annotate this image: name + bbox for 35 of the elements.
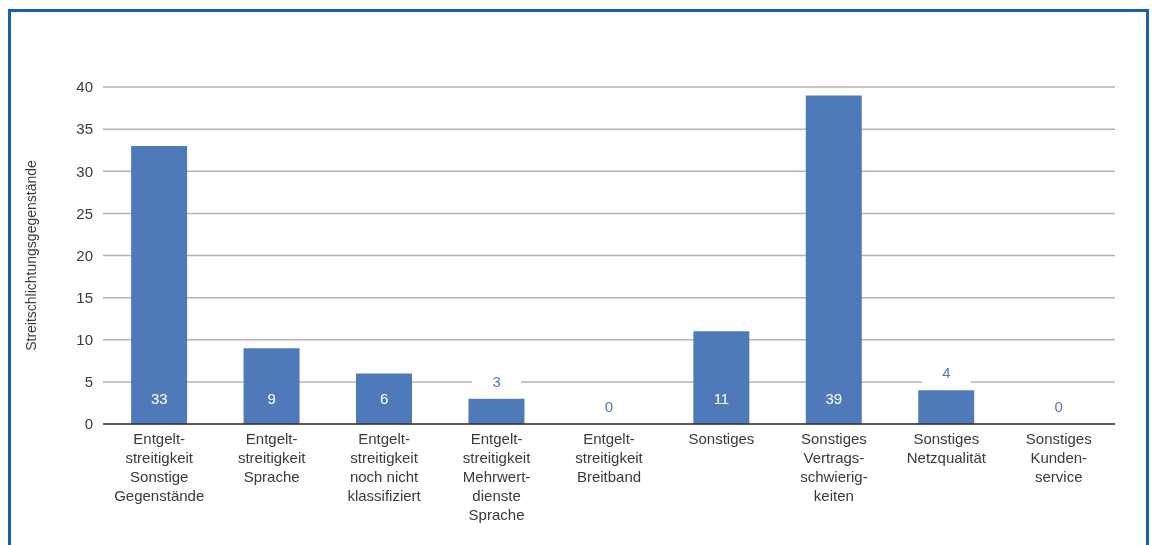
x-tick-label: Sonstiges Netzqualität [906, 430, 987, 466]
bar [805, 95, 862, 424]
y-tick-label: 25 [76, 204, 93, 222]
x-tick-label: Entgelt- streitigkeit Breitband [575, 430, 644, 485]
y-tick-label: 0 [84, 415, 93, 433]
x-tick-label: Sonstiges Vertrags- schwierig- keiten [800, 430, 868, 504]
y-tick-label: 5 [84, 373, 93, 391]
data-label: 4 [942, 364, 951, 382]
x-tick-label: Sonstiges Kunden- service [1025, 430, 1092, 485]
x-tick-label: Entgelt- streitigkeit noch nicht klassifiziert [347, 430, 422, 504]
bar [918, 390, 975, 424]
data-label: 9 [267, 390, 276, 407]
x-tick-label: Entgelt- streitigkeit Sprache [237, 430, 307, 485]
data-label: 6 [379, 390, 389, 407]
y-tick-label: 40 [76, 78, 93, 96]
data-label: 11 [713, 390, 730, 407]
data-label: 3 [492, 372, 501, 390]
y-tick-label: 35 [76, 120, 93, 138]
y-tick-label: 20 [76, 246, 93, 264]
data-label: 33 [150, 390, 168, 407]
bar [131, 145, 188, 424]
data-label: 0 [604, 398, 614, 415]
bar [356, 373, 412, 424]
bar [243, 348, 300, 424]
y-tick-label: 15 [76, 288, 93, 306]
x-tick-label: Entgelt- streitigkeit Sonstige Gegenstände [114, 430, 205, 504]
bar [468, 398, 525, 424]
data-label: 39 [825, 390, 843, 407]
x-tick-label: Sonstiges [688, 430, 755, 447]
x-tick-label: Entgelt- streitigkeit Mehrwert- dienste Sprache [462, 430, 532, 523]
data-label: 0 [1054, 398, 1063, 415]
bar [693, 331, 750, 424]
y-tick-label: 10 [76, 331, 93, 349]
y-tick-label: 30 [76, 162, 93, 180]
y-axis-title: Streitschlichtungsgegenstände [22, 159, 39, 351]
